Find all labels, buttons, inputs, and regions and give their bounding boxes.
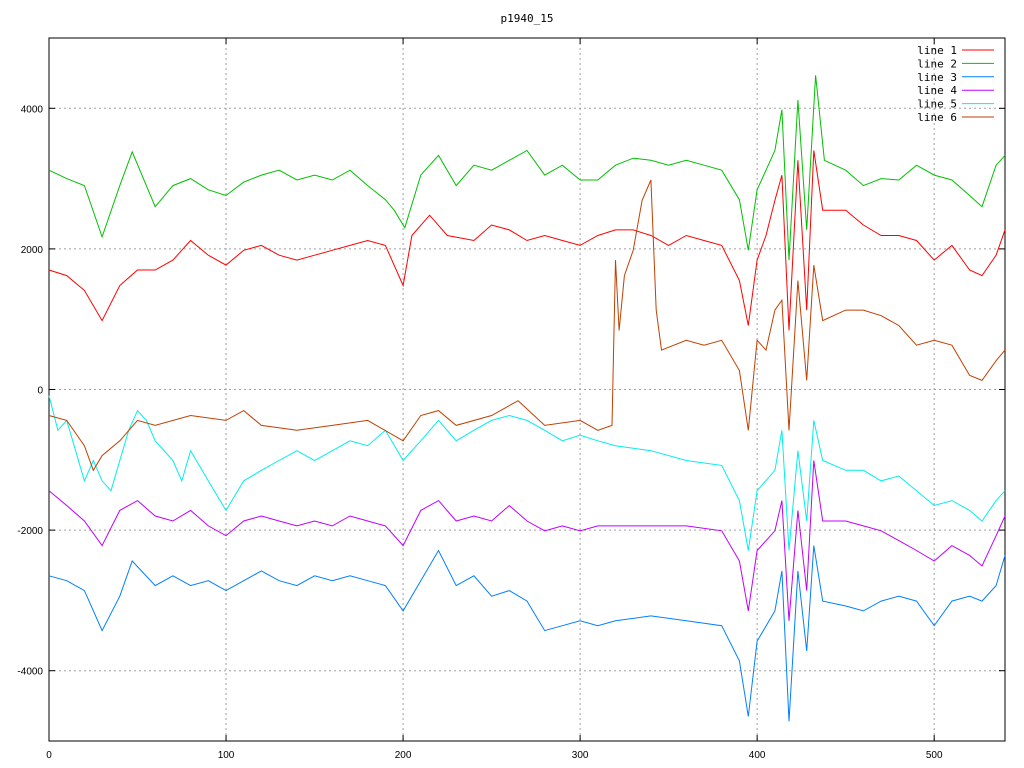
y-tick-label: -2000	[17, 526, 43, 537]
x-tick-label: 300	[572, 750, 589, 761]
x-tick-label: 500	[926, 750, 943, 761]
x-tick-label: 100	[218, 750, 235, 761]
series-line-2	[48, 75, 1006, 261]
series-line-5	[48, 395, 1006, 551]
y-tick-label: 2000	[21, 245, 44, 256]
legend-label: line 3	[917, 71, 957, 84]
legend-label: line 4	[917, 84, 957, 97]
series-line-6	[48, 179, 1006, 472]
legend-label: line 1	[917, 44, 957, 57]
y-tick-label: -4000	[17, 667, 43, 678]
legend-label: line 5	[917, 98, 957, 111]
legend-label: line 2	[917, 57, 957, 70]
x-tick-label: 0	[46, 750, 52, 761]
series-group	[48, 75, 1006, 722]
x-tick-label: 400	[749, 750, 766, 761]
grid	[49, 38, 1005, 741]
legend-label: line 6	[917, 111, 957, 124]
series-line-1	[48, 150, 1006, 331]
series-line-3	[48, 545, 1006, 722]
y-tick-label: 0	[37, 386, 43, 397]
chart-title: p1940_15	[501, 12, 554, 25]
x-tick-label: 200	[395, 750, 412, 761]
plot-border	[48, 37, 1006, 742]
y-tick-label: 4000	[21, 104, 44, 115]
axes: 0 100 200 300 400 500 -4000 -2000 0 2000 4000	[17, 37, 1006, 761]
series-line-4	[48, 460, 1006, 621]
